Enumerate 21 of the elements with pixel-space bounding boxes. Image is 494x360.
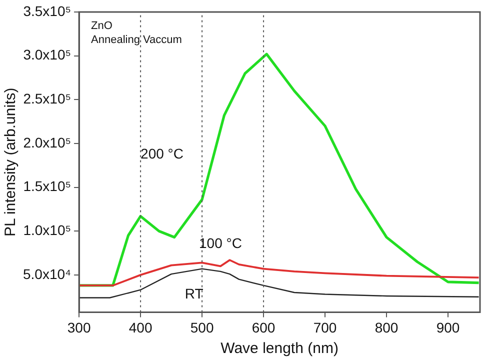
y-tick-label: 5.0x10⁴ (22, 266, 72, 282)
y-tick-label: 1.0x10⁵ (23, 222, 72, 238)
y-tick-label: 2.5x10⁵ (23, 90, 72, 107)
y-axis-title: PL intensity (arb.units) (2, 88, 20, 236)
annotation: Annealing Vaccum (91, 34, 182, 46)
x-tick-label: 600 (252, 319, 276, 336)
x-axis-title: Wave length (nm) (220, 340, 338, 358)
annotation: ZnO (91, 20, 113, 32)
y-tick-label: 2.0x10⁵ (23, 134, 72, 150)
y-tick-label: 3.5x10⁵ (23, 2, 72, 19)
series-label: 200 °C (140, 145, 184, 162)
x-tick-label: 500 (190, 319, 214, 336)
series-label: RT (184, 286, 204, 302)
x-tick-label: 900 (436, 319, 460, 336)
x-tick-label: 700 (313, 319, 337, 336)
x-tick-label: 300 (67, 319, 91, 336)
y-tick-label: 1.5x10⁵ (23, 178, 72, 194)
x-tick-label: 800 (374, 319, 398, 336)
x-tick-label: 400 (128, 319, 152, 336)
series-label: 100 °C (199, 235, 242, 252)
y-tick-label: 3.0x10⁵ (23, 46, 72, 63)
